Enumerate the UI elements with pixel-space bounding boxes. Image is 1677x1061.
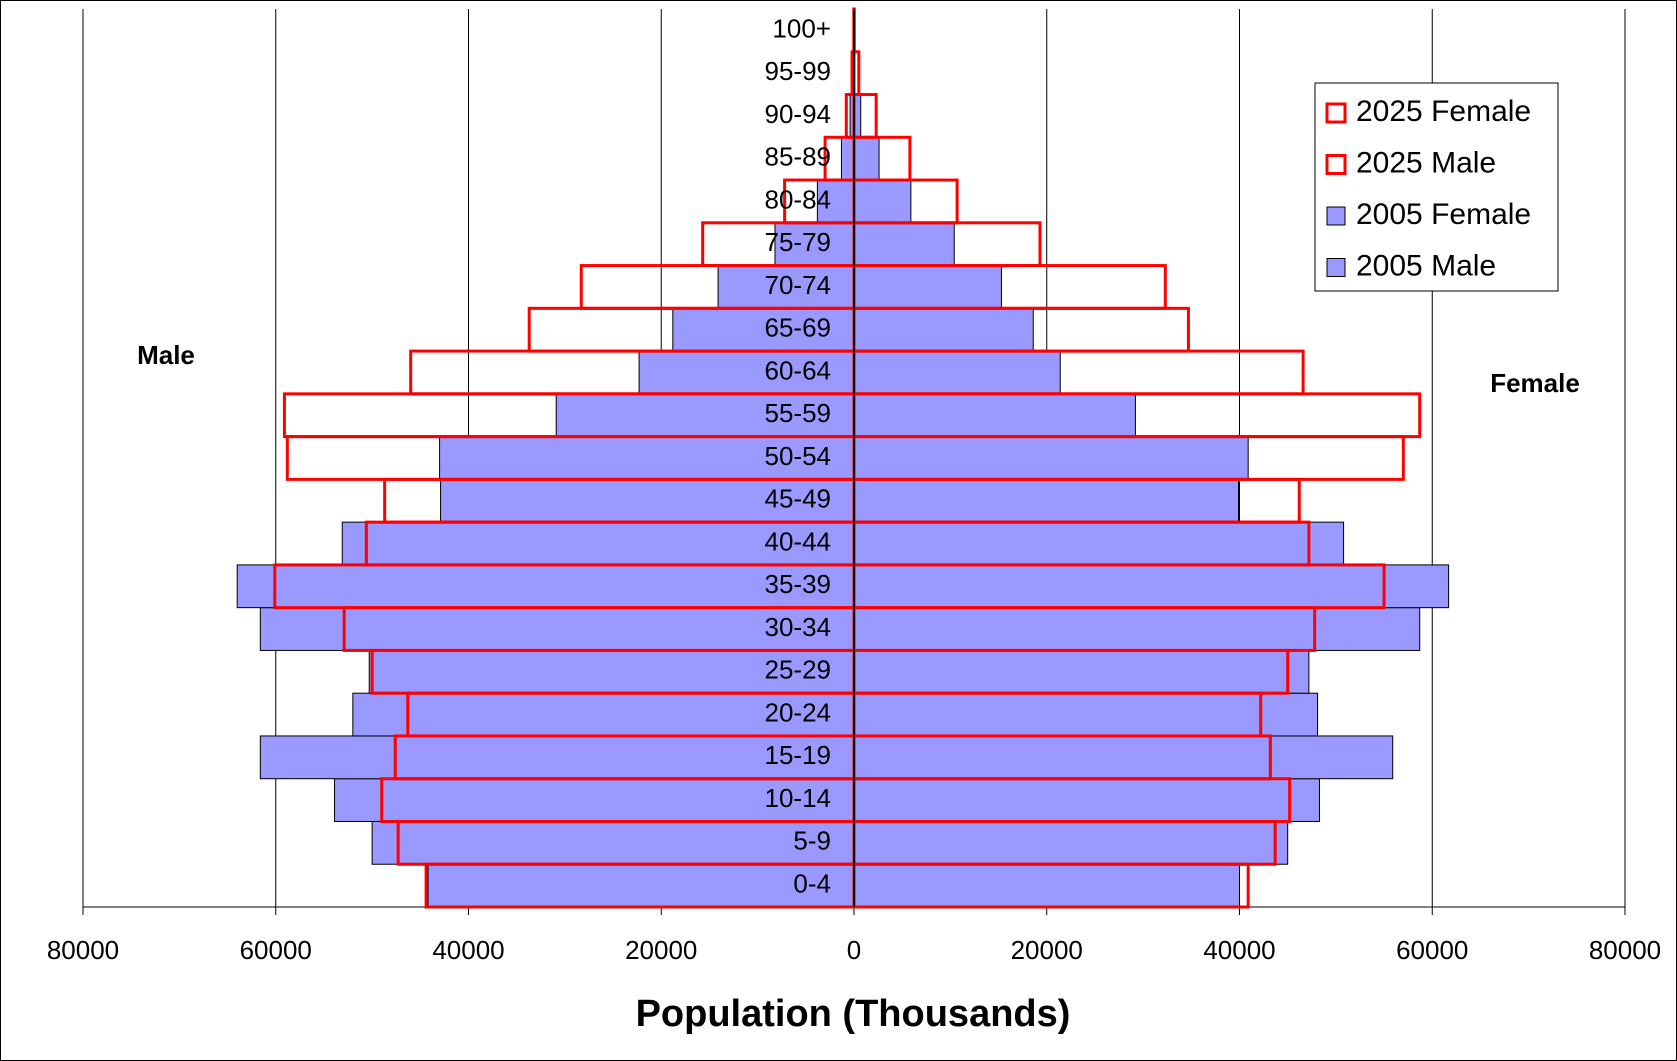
y-tick-label: 70-74: [765, 270, 832, 300]
y-tick-label: 90-94: [765, 99, 832, 129]
bar: [439, 436, 855, 480]
legend-box: [1314, 82, 1559, 292]
x-axis-title: Population (Thousands): [636, 993, 1071, 1035]
bar: [853, 307, 1034, 352]
y-tick-label: 50-54: [765, 441, 832, 471]
bar: [352, 692, 855, 737]
y-tick-label: 5-9: [793, 826, 831, 856]
legend-marker: [1326, 206, 1346, 226]
x-tick-label: 40000: [1203, 935, 1275, 965]
bar: [853, 222, 955, 267]
bar: [236, 564, 855, 609]
y-tick-label: 100+: [772, 13, 831, 43]
y-tick-label: 15-19: [765, 740, 832, 770]
x-tick-label: 40000: [432, 935, 504, 965]
y-tick-label: 55-59: [765, 398, 832, 428]
x-tick-label: 0: [847, 935, 861, 965]
x-tick-label: 20000: [625, 935, 697, 965]
bar: [853, 564, 1450, 609]
bar: [427, 863, 855, 908]
bar: [853, 735, 1394, 780]
y-tick-label: 25-29: [765, 655, 832, 685]
legend-marker: [1326, 258, 1346, 277]
y-tick-label: 85-89: [765, 142, 832, 172]
y-tick-label: 30-34: [765, 612, 832, 642]
bar: [774, 222, 855, 267]
bar: [853, 820, 1289, 865]
x-tick-label: 60000: [240, 935, 312, 965]
y-tick-label: 80-84: [765, 184, 832, 214]
bar: [440, 478, 855, 523]
legend-label: 2025 Female: [1356, 95, 1531, 128]
legend-label: 2005 Female: [1356, 198, 1531, 231]
bar: [853, 478, 1240, 523]
y-tick-label: 20-24: [765, 697, 832, 727]
x-tick-label: 80000: [47, 935, 119, 965]
y-tick-label: 45-49: [765, 484, 832, 514]
bar: [853, 393, 1136, 438]
legend-marker: [1325, 102, 1347, 124]
x-tick-label: 80000: [1589, 935, 1661, 965]
bar: [853, 265, 1002, 309]
x-tick-label: 60000: [1396, 935, 1468, 965]
bar: [341, 521, 855, 566]
x-tick-label: 20000: [1011, 935, 1083, 965]
bar: [371, 820, 855, 865]
annotation: Male: [137, 340, 195, 370]
legend-marker: [1325, 154, 1347, 175]
bar: [853, 350, 1061, 395]
bar: [816, 179, 855, 224]
bar: [853, 436, 1249, 480]
y-tick-label: 10-14: [765, 783, 832, 813]
bar: [853, 136, 880, 181]
y-tick-label: 65-69: [765, 313, 832, 343]
y-tick-label: 0-4: [793, 868, 831, 898]
bar: [853, 179, 912, 224]
bar: [853, 692, 1319, 737]
bar: [853, 521, 1345, 566]
y-tick-label: 75-79: [765, 227, 832, 257]
bar: [853, 649, 1310, 694]
bar: [853, 607, 1421, 651]
y-tick-label: 60-64: [765, 355, 832, 385]
bar: [853, 778, 1320, 822]
y-tick-label: 35-39: [765, 569, 832, 599]
bar: [840, 136, 855, 181]
bar: [717, 265, 855, 309]
legend-label: 2005 Male: [1356, 249, 1496, 282]
y-tick-label: 95-99: [765, 56, 832, 86]
annotation: Female: [1490, 368, 1580, 398]
legend-label: 2025 Male: [1356, 146, 1496, 179]
bar: [853, 863, 1240, 908]
y-tick-label: 40-44: [765, 526, 832, 556]
